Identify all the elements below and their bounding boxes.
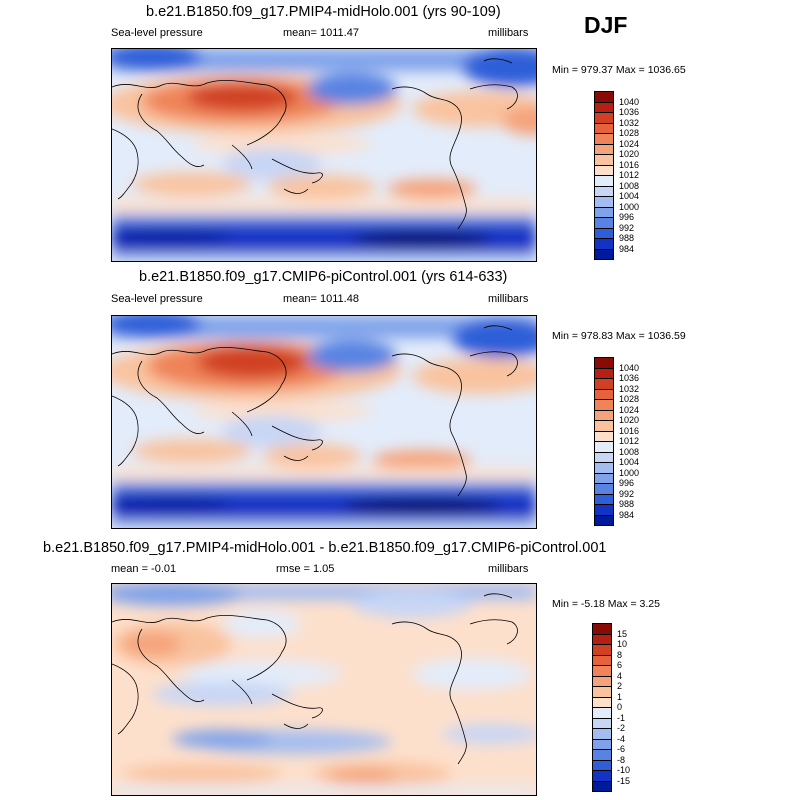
- colorbar-tick-label: 996: [619, 212, 635, 222]
- colorbar-tick-label: 8: [617, 649, 623, 660]
- colorbar-tick-label: 1032: [619, 117, 640, 128]
- panel3-map: [111, 583, 537, 796]
- colorbar-tick-label: 1016: [619, 425, 640, 436]
- colorbar-tick-label: 984: [619, 243, 635, 254]
- colorbar-tick-label: 1032: [619, 383, 640, 394]
- panel1-colorbar: 1040 1036 1032 1028 1024 1020 1016 1012 1008 1004…: [594, 91, 654, 260]
- panel1-slp-field: [112, 49, 536, 261]
- colorbar-tick-label: 15: [617, 628, 628, 639]
- panel2-colorbar: 1040 1036 1032 1028 1024 1020 1016 1012 1008 1004…: [594, 357, 654, 526]
- colorbar-tick-label: 1020: [619, 149, 640, 159]
- panel1-units-label: millibars: [488, 27, 529, 39]
- panel2-variable-label: Sea-level pressure: [111, 293, 203, 305]
- panel3-minmax: Min = -5.18 Max = 3.25: [552, 598, 660, 610]
- colorbar-tick-label: 1036: [619, 107, 640, 117]
- panel2-map: [111, 315, 537, 529]
- panel3-coastlines: [112, 593, 518, 765]
- colorbar-tick-label: 992: [619, 488, 635, 499]
- colorbar-tick-label: 988: [619, 499, 635, 509]
- colorbar-tick-label: 1040: [619, 96, 640, 107]
- colorbar-tick-label: 1008: [619, 180, 640, 191]
- colorbar-tick-label: -8: [617, 754, 626, 765]
- colorbar-tick-label: 1004: [619, 191, 640, 201]
- colorbar-tick-label: 1028: [619, 394, 640, 404]
- panel3-rmse-label: rmse = 1.05: [276, 563, 335, 575]
- colorbar-tick-label: 1008: [619, 446, 640, 457]
- colorbar-tick-label: 988: [619, 233, 635, 243]
- colorbar-tick-label: -2: [617, 723, 626, 733]
- colorbar-tick-label: -15: [617, 775, 631, 786]
- colorbar-tick-label: 1028: [619, 128, 640, 138]
- panel1-title: b.e21.B1850.f09_g17.PMIP4-midHolo.001 (y…: [146, 4, 501, 20]
- colorbar-tick-label: 1000: [619, 467, 640, 478]
- colorbar-tick-label: -1: [617, 712, 626, 723]
- panel1-variable-label: Sea-level pressure: [111, 27, 203, 39]
- colorbar-tick-label: -10: [617, 765, 631, 775]
- panel1-coastlines: [112, 58, 518, 230]
- colorbar-tick-label: 1: [617, 691, 623, 702]
- colorbar-tick-label: 1000: [619, 201, 640, 212]
- colorbar-tick-label: 2: [617, 681, 623, 691]
- colorbar-swatch: [592, 780, 612, 792]
- colorbar-tick-label: 984: [619, 509, 635, 520]
- colorbar-tick-label: 1012: [619, 436, 640, 446]
- colorbar-swatch: [594, 514, 614, 526]
- panel2-mean-label: mean= 1011.48: [283, 293, 359, 305]
- colorbar-tick-label: 1024: [619, 404, 640, 415]
- panel1-map: [111, 48, 537, 262]
- colorbar-tick-label: 996: [619, 478, 635, 488]
- panel2-coastlines: [112, 325, 518, 497]
- panel2-slp-field: [112, 316, 536, 528]
- colorbar-tick-label: -6: [617, 744, 626, 754]
- panel3-colorbar: 15 10 8 6 4 2 1 0 -1 -2 -4 -6 -8 -10 -15: [592, 623, 652, 792]
- panel3-units-label: millibars: [488, 563, 529, 575]
- colorbar-tick-label: 4: [617, 670, 623, 681]
- colorbar-tick-label: 1012: [619, 170, 640, 180]
- panel3-title: b.e21.B1850.f09_g17.PMIP4-midHolo.001 - …: [43, 540, 607, 556]
- colorbar-tick-label: -4: [617, 733, 626, 744]
- colorbar-tick-label: 6: [617, 660, 623, 670]
- colorbar-tick-label: 1024: [619, 138, 640, 149]
- colorbar-tick-label: 1004: [619, 457, 640, 467]
- panel1-mean-label: mean= 1011.47: [283, 27, 359, 39]
- colorbar-tick-label: 1036: [619, 373, 640, 383]
- colorbar-tick-label: 1040: [619, 362, 640, 373]
- colorbar-tick-label: 10: [617, 639, 628, 649]
- panel2-units-label: millibars: [488, 293, 529, 305]
- panel3-mean-label: mean = -0.01: [111, 563, 177, 575]
- colorbar-tick-label: 1016: [619, 159, 640, 170]
- panel3-difference-field: [112, 584, 536, 795]
- colorbar-tick-label: 0: [617, 702, 623, 712]
- panel1-minmax: Min = 979.37 Max = 1036.65: [552, 64, 686, 76]
- panel2-title: b.e21.B1850.f09_g17.CMIP6-piControl.001 …: [139, 269, 508, 285]
- panel2-minmax: Min = 978.83 Max = 1036.59: [552, 330, 686, 342]
- colorbar-tick-label: 1020: [619, 415, 640, 425]
- colorbar-swatch: [594, 248, 614, 260]
- colorbar-tick-label: 992: [619, 222, 635, 233]
- season-label: DJF: [584, 12, 628, 38]
